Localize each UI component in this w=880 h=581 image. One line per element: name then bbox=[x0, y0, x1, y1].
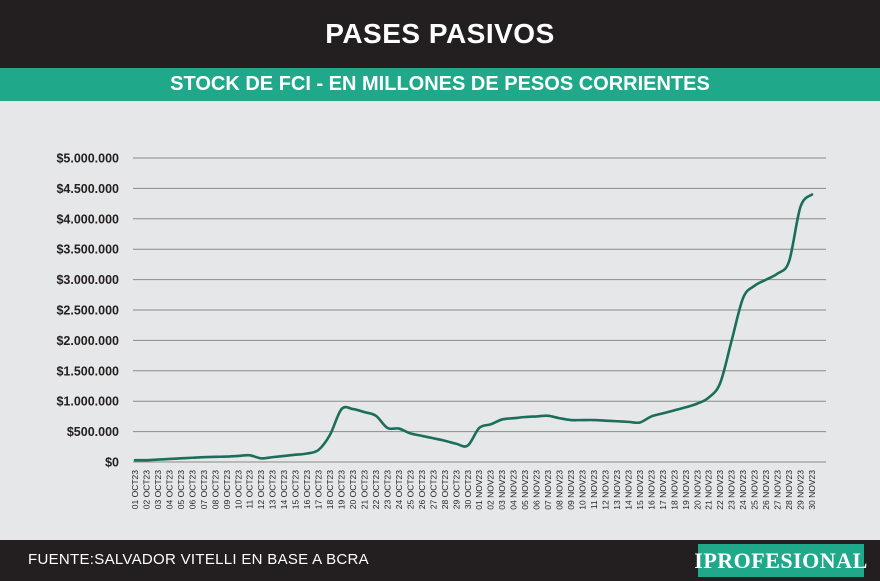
footer-bar: FUENTE:SALVADOR VITELLI EN BASE A BCRA I… bbox=[0, 540, 880, 581]
x-tick-label: 01 NOV23 bbox=[474, 470, 484, 510]
x-tick-label: 28 OCT23 bbox=[440, 470, 450, 509]
x-tick-label: 26 NOV23 bbox=[761, 470, 771, 510]
x-tick-label: 16 NOV23 bbox=[646, 470, 656, 510]
series-line bbox=[133, 193, 814, 462]
x-tick-label: 13 NOV23 bbox=[612, 470, 622, 510]
x-tick-label: 20 OCT23 bbox=[348, 470, 358, 509]
x-tick-label: 07 OCT23 bbox=[199, 470, 209, 509]
x-tick-label: 03 OCT23 bbox=[153, 470, 163, 509]
y-tick-label: $5.000.000 bbox=[56, 152, 119, 166]
title-bar: PASES PASIVOS bbox=[0, 0, 880, 68]
x-tick-label: 10 NOV23 bbox=[578, 470, 588, 510]
x-tick-label: 27 OCT23 bbox=[428, 470, 438, 509]
x-tick-label: 27 NOV23 bbox=[773, 470, 783, 510]
x-tick-label: 06 OCT23 bbox=[187, 470, 197, 509]
x-tick-label: 09 NOV23 bbox=[566, 470, 576, 510]
x-tick-label: 05 NOV23 bbox=[520, 470, 530, 510]
x-tick-label: 06 NOV23 bbox=[532, 470, 542, 510]
x-tick-label: 25 NOV23 bbox=[750, 470, 760, 510]
y-tick-label: $1.000.000 bbox=[56, 395, 119, 409]
x-tick-label: 30 OCT23 bbox=[463, 470, 473, 509]
x-tick-label: 18 OCT23 bbox=[325, 470, 335, 509]
x-tick-label: 28 NOV23 bbox=[784, 470, 794, 510]
logo-text: IPROFESIONAL bbox=[694, 547, 868, 573]
x-tick-label: 23 OCT23 bbox=[382, 470, 392, 509]
source-note: FUENTE:SALVADOR VITELLI EN BASE A BCRA bbox=[28, 551, 369, 568]
x-tick-label: 17 OCT23 bbox=[314, 470, 324, 509]
x-tick-label: 12 OCT23 bbox=[256, 470, 266, 509]
x-tick-label: 13 OCT23 bbox=[268, 470, 278, 509]
x-tick-label: 03 NOV23 bbox=[497, 470, 507, 510]
x-tick-label: 04 NOV23 bbox=[509, 470, 519, 510]
y-tick-label: $1.500.000 bbox=[56, 364, 119, 378]
x-tick-label: 24 OCT23 bbox=[394, 470, 404, 509]
x-tick-label: 18 NOV23 bbox=[669, 470, 679, 510]
x-tick-label: 15 NOV23 bbox=[635, 470, 645, 510]
x-tick-label: 17 NOV23 bbox=[658, 470, 668, 510]
x-tick-label: 19 OCT23 bbox=[337, 470, 347, 509]
x-tick-label: 09 OCT23 bbox=[222, 470, 232, 509]
x-tick-label: 24 NOV23 bbox=[738, 470, 748, 510]
x-tick-label: 11 NOV23 bbox=[589, 470, 599, 509]
y-tick-label: $3.000.000 bbox=[56, 273, 119, 287]
y-tick-label: $500.000 bbox=[67, 425, 119, 439]
x-tick-label: 14 OCT23 bbox=[279, 470, 289, 509]
x-tick-label: 10 OCT23 bbox=[233, 470, 243, 509]
x-tick-label: 29 NOV23 bbox=[796, 470, 806, 510]
x-tick-label: 12 NOV23 bbox=[600, 470, 610, 510]
x-tick-label: 20 NOV23 bbox=[692, 470, 702, 510]
x-tick-label: 21 OCT23 bbox=[359, 470, 369, 509]
x-tick-label: 23 NOV23 bbox=[727, 470, 737, 510]
page-title: PASES PASIVOS bbox=[325, 18, 555, 49]
x-tick-label: 26 OCT23 bbox=[417, 470, 427, 509]
x-tick-label: 04 OCT23 bbox=[164, 470, 174, 509]
x-tick-label: 01 OCT23 bbox=[130, 470, 140, 509]
x-tick-label: 21 NOV23 bbox=[704, 470, 714, 510]
x-tick-label: 22 NOV23 bbox=[715, 470, 725, 510]
y-tick-label: $2.500.000 bbox=[56, 304, 119, 318]
chart-svg: $0 $500.000 $1.000.000 $1.500.000 $2.000.000… bbox=[56, 152, 826, 510]
y-tick-label: $4.500.000 bbox=[56, 182, 119, 196]
x-tick-label: 25 OCT23 bbox=[405, 470, 415, 509]
y-tick-label: $2.000.000 bbox=[56, 334, 119, 348]
x-tick-label: 02 OCT23 bbox=[141, 470, 151, 509]
line-chart: $0 $500.000 $1.000.000 $1.500.000 $2.000.000… bbox=[0, 101, 880, 540]
x-tick-label: 19 NOV23 bbox=[681, 470, 691, 510]
chart-subtitle: STOCK DE FCI - EN MILLONES DE PESOS CORR… bbox=[170, 73, 710, 95]
x-tick-label: 11 OCT23 bbox=[245, 470, 255, 509]
x-tick-label: 05 OCT23 bbox=[176, 470, 186, 509]
x-tick-label: 29 OCT23 bbox=[451, 470, 461, 509]
x-tick-label: 08 OCT23 bbox=[210, 470, 220, 509]
brand-logo: IPROFESIONAL bbox=[694, 544, 867, 577]
x-tick-label: 16 OCT23 bbox=[302, 470, 312, 509]
subtitle-bar: STOCK DE FCI - EN MILLONES DE PESOS CORR… bbox=[0, 68, 880, 101]
x-tick-label: 15 OCT23 bbox=[291, 470, 301, 509]
x-tick-label: 07 NOV23 bbox=[543, 470, 553, 510]
y-tick-label: $4.000.000 bbox=[56, 212, 119, 226]
x-tick-label: 02 NOV23 bbox=[486, 470, 496, 510]
y-tick-label: $3.500.000 bbox=[56, 243, 119, 257]
x-tick-label: 14 NOV23 bbox=[623, 470, 633, 510]
x-tick-label: 30 NOV23 bbox=[807, 470, 817, 510]
x-tick-label: 22 OCT23 bbox=[371, 470, 381, 509]
y-tick-label: $0 bbox=[105, 456, 119, 470]
x-tick-label: 08 NOV23 bbox=[555, 470, 565, 510]
